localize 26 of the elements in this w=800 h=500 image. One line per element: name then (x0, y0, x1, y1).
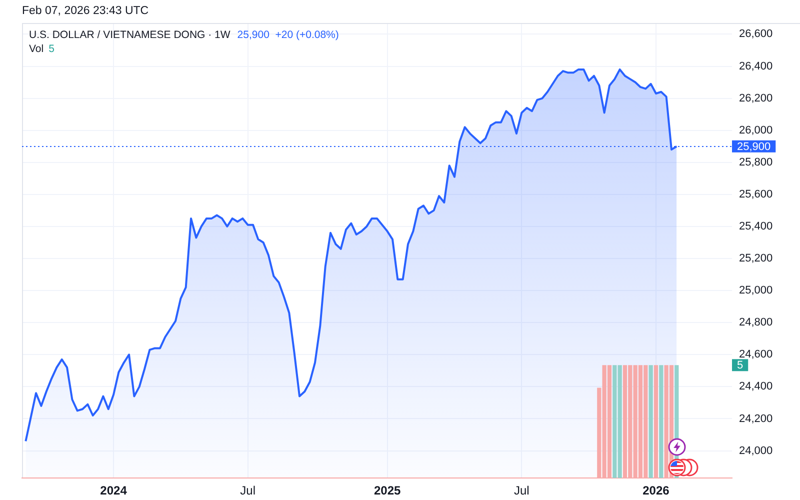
text: 25,900 +20 (+0.08%) (237, 29, 339, 41)
x-tick-label: 2024 (100, 484, 128, 498)
y-tick-label: 26,400 (739, 60, 773, 72)
x-tick-label: Jul (240, 484, 256, 498)
y-tick-label: 24,000 (739, 444, 773, 457)
y-tick-label: 25,200 (739, 252, 773, 265)
y-tick-label: 24,200 (739, 412, 773, 425)
y-tick-label: 24,600 (739, 348, 773, 361)
x-tick-label: 2025 (374, 484, 402, 498)
y-tick-label: 24,800 (739, 316, 773, 329)
y-tick-label: 24,400 (739, 380, 773, 393)
ref-line-label: 25,900 (737, 140, 771, 153)
text: 5 (737, 360, 744, 372)
x-tick-label: Jul (514, 484, 530, 498)
y-tick-label: 26,200 (739, 92, 773, 104)
annotation: 5 (48, 43, 54, 55)
y-tick-label: 25,800 (739, 156, 773, 168)
y-tick-label: 25,600 (739, 188, 773, 200)
y-tick-label: 26,000 (739, 124, 773, 136)
y-tick-label: 26,600 (739, 28, 773, 40)
annotation: Vol (29, 43, 44, 55)
y-tick-label: 25,400 (739, 220, 773, 232)
x-tick-label: 2026 (642, 484, 670, 498)
text: Feb 07, 2026 23:43 UTC (22, 5, 149, 17)
text: U.S. DOLLAR / VIETNAMESE DONG · 1W (29, 29, 230, 41)
y-tick-label: 25,000 (739, 284, 773, 297)
